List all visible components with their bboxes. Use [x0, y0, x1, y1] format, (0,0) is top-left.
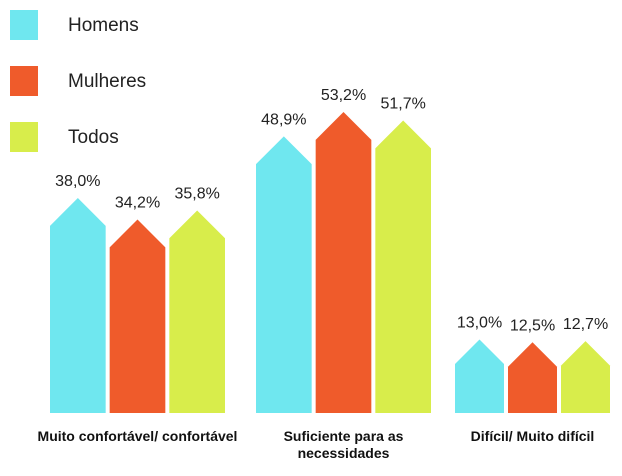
bar: [109, 219, 166, 413]
bar: [315, 112, 372, 413]
value-label: 13,0%: [457, 314, 502, 331]
value-label: 38,0%: [55, 173, 100, 190]
category-label: Difícil/ Muito difícil: [470, 428, 595, 444]
bar: [455, 339, 504, 413]
legend-label: Todos: [68, 127, 119, 148]
bar: [256, 136, 312, 413]
value-label: 34,2%: [115, 195, 160, 212]
value-label: 48,9%: [261, 111, 306, 128]
category-label: Suficiente para as necessidades: [283, 428, 404, 461]
value-label: 51,7%: [380, 95, 425, 112]
value-label: 12,7%: [563, 316, 608, 333]
category-label: Muito confortável/ confortável: [37, 428, 238, 444]
value-label: 53,2%: [321, 87, 366, 104]
legend-swatch: [10, 10, 38, 40]
bar: [561, 341, 610, 413]
bar: [375, 120, 431, 413]
bar: [169, 210, 225, 413]
legend-label: Mulheres: [68, 71, 146, 92]
value-label: 12,5%: [510, 317, 555, 334]
legend-label: Homens: [68, 15, 139, 36]
legend-swatch: [10, 122, 38, 152]
value-label: 35,8%: [174, 185, 219, 202]
legend-swatch: [10, 66, 38, 96]
bar: [50, 198, 106, 413]
bar: [508, 342, 557, 413]
